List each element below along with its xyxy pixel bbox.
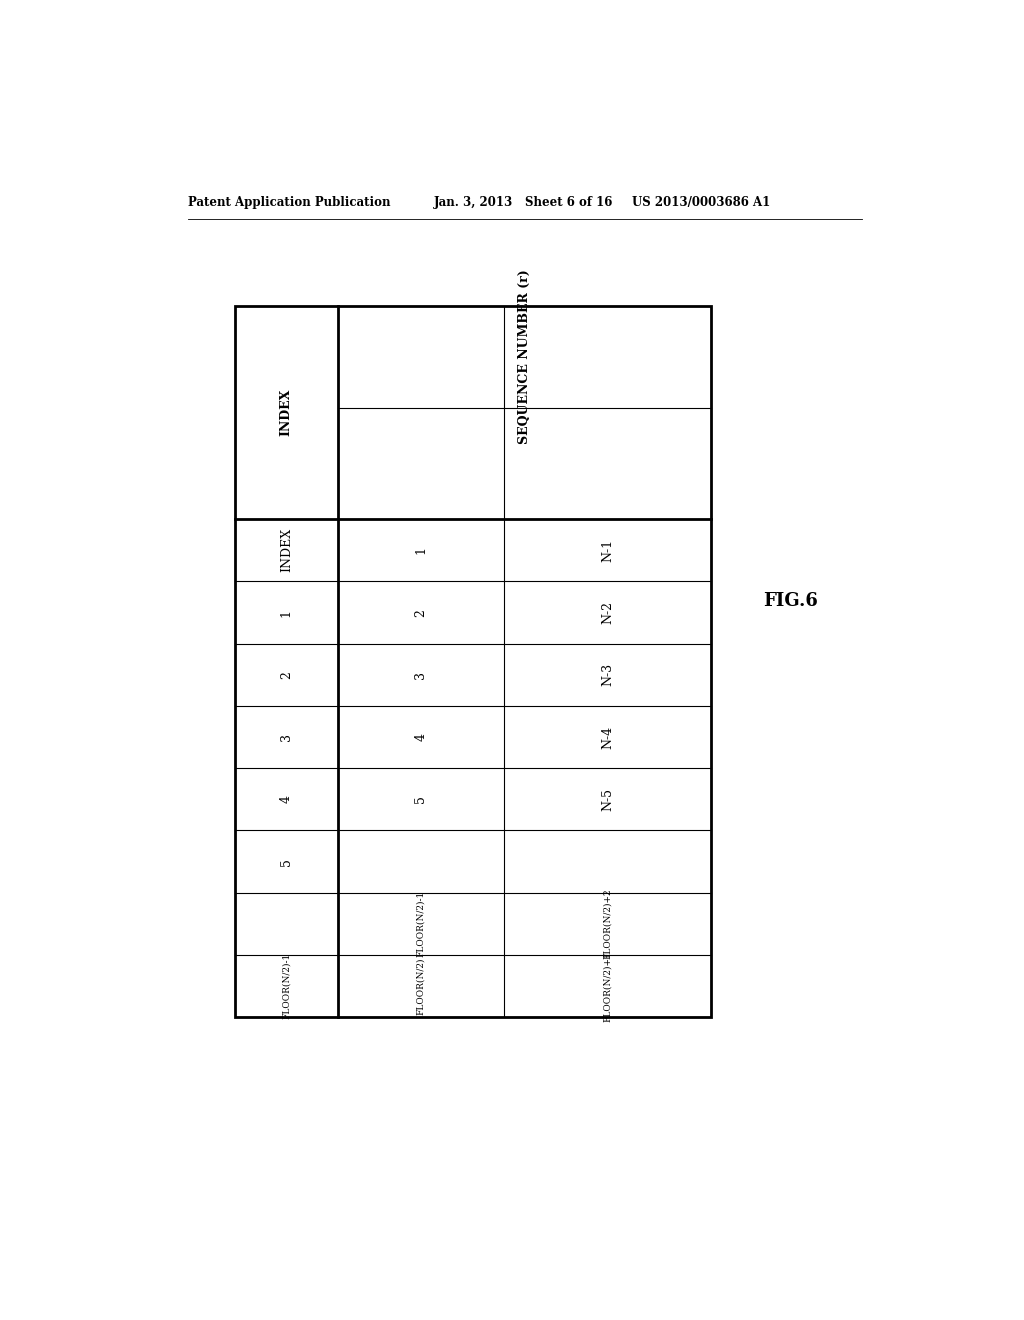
Text: 1: 1 [415,546,427,554]
Text: FIG.6: FIG.6 [763,591,818,610]
Text: 2: 2 [280,671,293,678]
Text: 2: 2 [415,609,427,616]
Text: 3: 3 [415,671,427,678]
Text: Sheet 6 of 16: Sheet 6 of 16 [524,195,612,209]
Text: 4: 4 [280,796,293,804]
Text: 3: 3 [280,733,293,741]
Text: 5: 5 [415,796,427,804]
Text: 5: 5 [280,858,293,866]
Text: N-1: N-1 [601,539,614,562]
Text: Jan. 3, 2013: Jan. 3, 2013 [433,195,513,209]
Text: INDEX: INDEX [280,528,293,573]
Text: N-4: N-4 [601,726,614,748]
Text: FLOOR(N/2)+2: FLOOR(N/2)+2 [603,888,612,960]
Text: N-5: N-5 [601,788,614,810]
Text: FLOOR(N/2)+1: FLOOR(N/2)+1 [603,950,612,1022]
Text: FLOOR(N/2): FLOOR(N/2) [417,957,425,1015]
Text: US 2013/0003686 A1: US 2013/0003686 A1 [632,195,770,209]
Text: 4: 4 [415,733,427,741]
Text: FLOOR(N/2)-1: FLOOR(N/2)-1 [417,891,425,957]
Text: Patent Application Publication: Patent Application Publication [187,195,390,209]
Text: FLOOR(N/2)-1: FLOOR(N/2)-1 [282,953,291,1019]
Text: N-2: N-2 [601,601,614,624]
Bar [236,306,712,1018]
Text: INDEX: INDEX [280,389,293,436]
Text: SEQUENCE NUMBER (r): SEQUENCE NUMBER (r) [518,269,530,445]
Text: N-3: N-3 [601,663,614,686]
Text: 1: 1 [280,609,293,616]
